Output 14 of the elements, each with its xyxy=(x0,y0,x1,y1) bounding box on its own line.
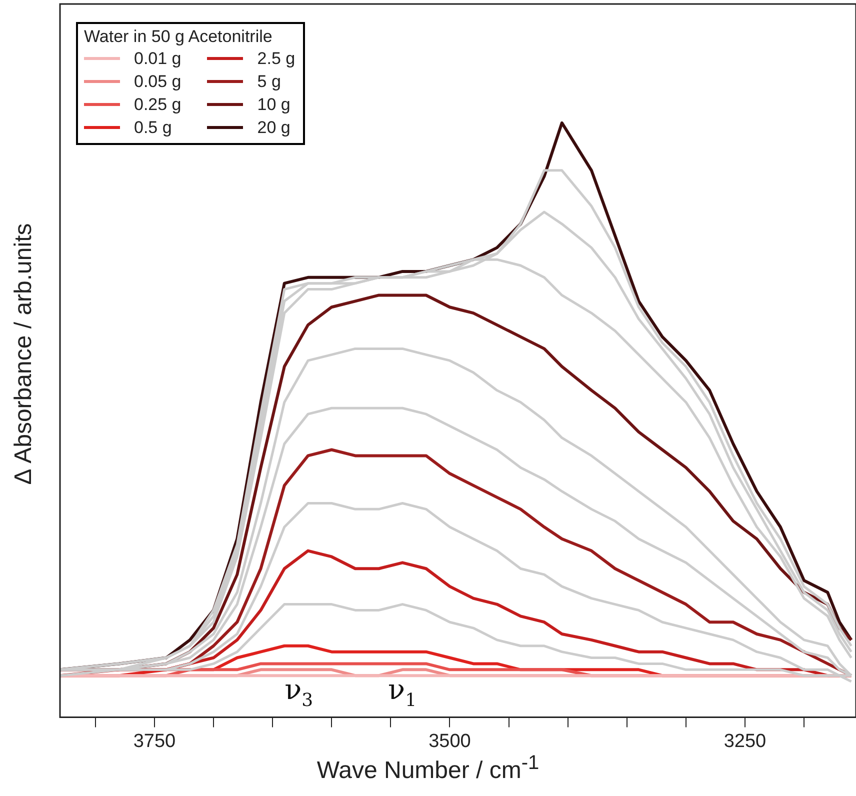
legend-label: 2.5 g xyxy=(257,48,296,68)
x-axis-title: Wave Number / cm$^{-1}$ xyxy=(316,752,540,785)
y-axis-title: Δ Absorbance / arb.units xyxy=(10,222,38,487)
legend-label: 0.01 g xyxy=(134,48,182,68)
legend-label: 20 g xyxy=(257,118,290,138)
x-tick-label: 3250 xyxy=(724,730,766,752)
legend-title: Water in 50 g Acetonitrile xyxy=(84,27,274,47)
x-tick-label: 3500 xyxy=(428,730,471,752)
legend-label: 0.05 g xyxy=(134,72,182,92)
legend-label: 0.25 g xyxy=(134,94,182,114)
legend-label: 0.5 g xyxy=(134,118,172,138)
legend-label: 10 g xyxy=(257,94,290,114)
x-tick-label: 3750 xyxy=(133,730,176,752)
legend-label: 5 g xyxy=(257,72,281,92)
